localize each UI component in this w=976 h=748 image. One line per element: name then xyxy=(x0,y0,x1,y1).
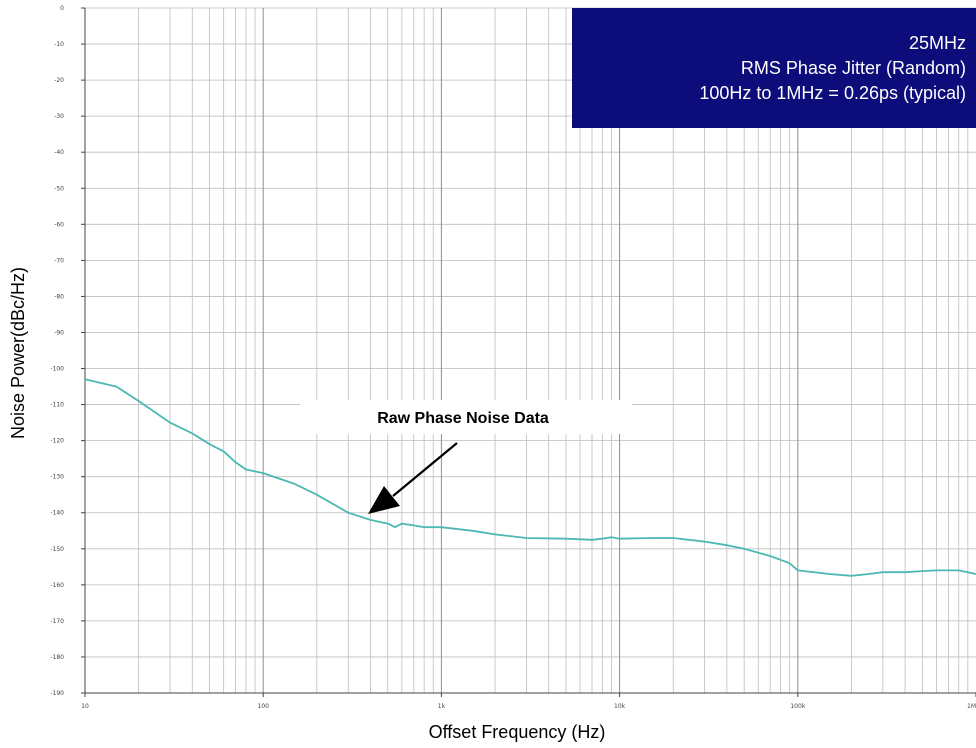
y-tick-label: -40 xyxy=(54,149,64,156)
x-axis-title: Offset Frequency (Hz) xyxy=(429,722,606,742)
y-tick-label: -130 xyxy=(50,474,64,481)
callout: Raw Phase Noise Data xyxy=(300,400,632,514)
y-tick-label: -190 xyxy=(50,690,64,697)
info-box-line-2: RMS Phase Jitter (Random) xyxy=(741,58,966,78)
y-tick-label: -70 xyxy=(54,257,64,264)
y-tick-label: -170 xyxy=(50,618,64,625)
y-tick-label: -60 xyxy=(54,221,64,228)
y-tick-label: -80 xyxy=(54,293,64,300)
y-tick-label: -180 xyxy=(50,654,64,661)
info-box-line-1: 25MHz xyxy=(909,33,966,53)
callout-arrow-line xyxy=(392,442,458,497)
x-tick-label: 100k xyxy=(790,703,805,710)
phase-noise-series-line xyxy=(84,378,976,577)
x-tick-label: 1k xyxy=(438,703,446,710)
x-tick-label: 10 xyxy=(81,703,89,710)
y-tick-label: -30 xyxy=(54,113,64,120)
callout-arrowhead xyxy=(368,486,400,514)
y-tick-label: -120 xyxy=(50,438,64,445)
info-box-line-3: 100Hz to 1MHz = 0.26ps (typical) xyxy=(699,83,966,103)
y-tick-label: -50 xyxy=(54,185,64,192)
x-tick-label: 1M xyxy=(967,703,976,710)
y-tick-label: -160 xyxy=(50,582,64,589)
series-layer xyxy=(84,378,976,577)
callout-label: Raw Phase Noise Data xyxy=(377,410,549,427)
x-tick-label: 10k xyxy=(614,703,626,710)
y-tick-label: 0 xyxy=(60,5,64,12)
y-tick-label: -110 xyxy=(50,402,64,409)
y-axis-title: Noise Power(dBc/Hz) xyxy=(8,267,28,439)
info-box-background xyxy=(572,8,976,128)
y-tick-label: -90 xyxy=(54,329,64,336)
tick-labels: 0 -10 -20 -30 -40 -50 -60 -70 -80 -90 -100 -110 -120… xyxy=(50,5,976,710)
y-tick-label: -150 xyxy=(50,546,64,553)
y-tick-label: -100 xyxy=(50,366,64,373)
callout-background xyxy=(300,400,632,434)
x-tick-label: 100 xyxy=(257,703,269,710)
axes xyxy=(81,7,976,697)
info-box: 25MHz RMS Phase Jitter (Random) 100Hz to… xyxy=(572,8,976,128)
y-tick-label: -140 xyxy=(50,510,64,517)
y-tick-label: -10 xyxy=(54,41,64,48)
y-tick-label: -20 xyxy=(54,77,64,84)
